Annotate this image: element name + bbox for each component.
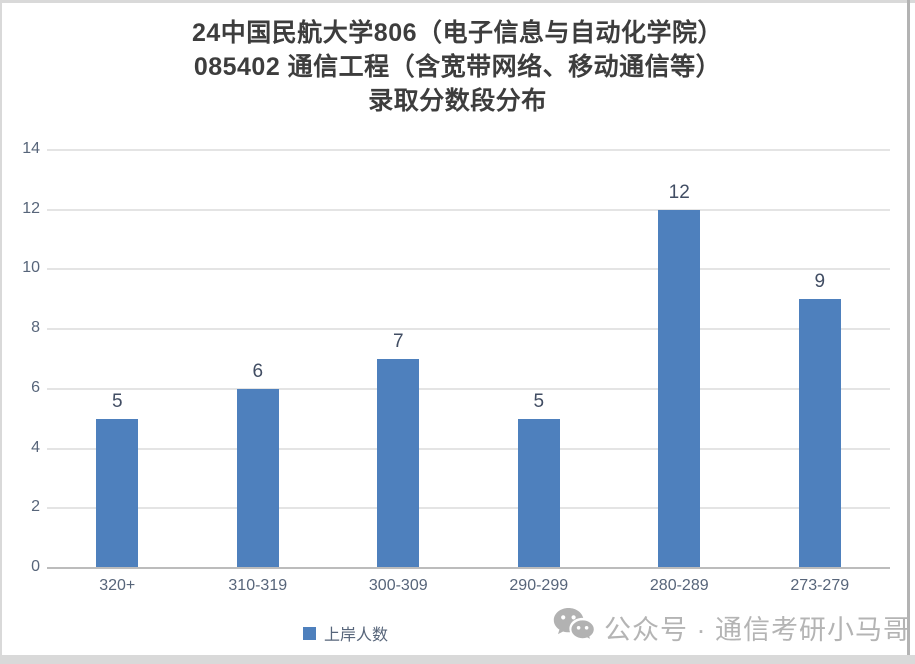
watermark: 公众号 · 通信考研小马哥 [552,606,911,649]
bar-value-label: 5 [111,390,123,412]
y-tick-label: 2 [31,498,40,516]
bar [517,418,560,568]
bar [658,209,701,568]
bar [798,299,841,568]
x-tick-label: 320+ [99,577,136,594]
gridline [47,447,890,450]
frame-border-right [907,0,910,656]
x-tick-label: 290-299 [509,577,569,594]
y-tick-label: 14 [22,140,40,157]
bar-value-label: 7 [392,331,404,352]
x-tick-label: 310-319 [228,577,288,594]
frame-border-bottom [0,655,915,664]
chart-title-line-3: 录取分数段分布 [368,87,547,115]
bar-value-label: 6 [252,360,264,382]
bar [236,388,279,568]
chart-title-line-1: 24中国民航大学806（电子信息与自动化学院） [191,19,724,47]
gridline [47,149,890,151]
gridline [47,208,890,211]
frame-border-left [0,0,2,664]
frame-border-top [0,0,915,3]
chart-title-line-2: 085402 通信工程（含宽带网络、移动通信等） [193,53,722,81]
y-tick-label: 0 [31,558,40,575]
x-tick-label: 280-289 [649,577,709,594]
y-tick-label: 12 [22,199,40,217]
watermark-text: 公众号 · 通信考研小马哥 [604,615,911,645]
y-tick-label: 8 [31,319,40,337]
y-tick-label: 6 [31,378,40,396]
bar-value-label: 12 [668,181,690,203]
wechat-icon [552,606,596,649]
gridline [47,387,890,390]
x-tick-label: 300-309 [368,577,428,594]
y-tick-label: 4 [31,438,40,456]
x-tick-label: 273-279 [790,577,850,594]
gridline [47,268,890,271]
bar-value-label: 9 [814,271,826,293]
x-axis-line [47,567,890,569]
y-tick-label: 10 [22,259,40,277]
chart-title: 24中国民航大学806（电子信息与自动化学院） 085402 通信工程（含宽带网… [0,16,915,118]
bar [96,418,139,568]
bar-value-label: 5 [533,390,545,412]
gridline [47,328,890,331]
gridline [47,507,890,510]
bar [377,359,420,568]
